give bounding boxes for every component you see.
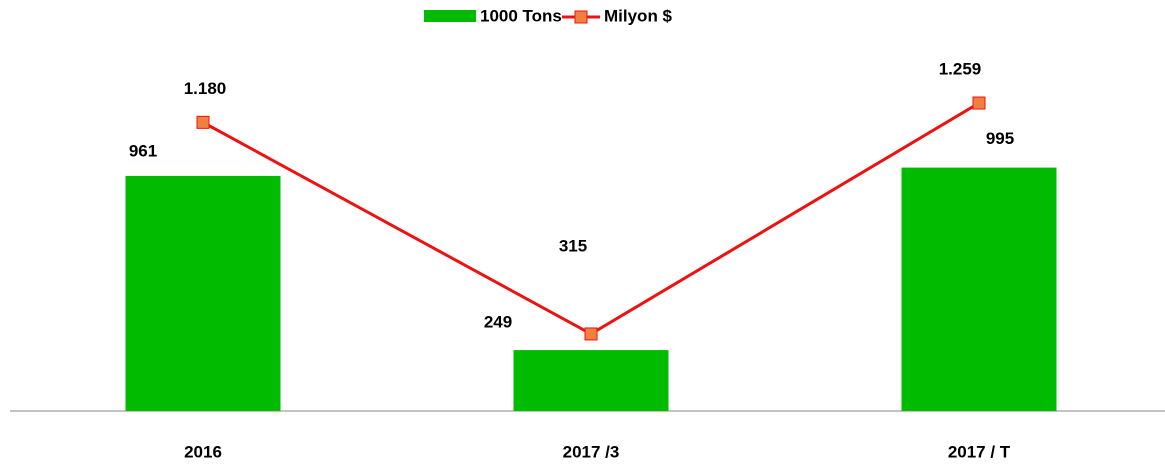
marker xyxy=(972,96,986,110)
bar xyxy=(513,350,669,411)
data-label: 315 xyxy=(559,236,587,255)
legend-swatch xyxy=(424,10,476,22)
data-label: 1.180 xyxy=(184,79,227,98)
data-label: 961 xyxy=(129,141,157,160)
marker xyxy=(196,115,210,129)
bar xyxy=(901,167,1057,411)
x-tick-label: 2017 / T xyxy=(948,442,1011,461)
x-tick-label: 2017 /3 xyxy=(563,442,620,461)
data-label: 249 xyxy=(484,313,512,332)
legend-label: 1000 Tons xyxy=(480,6,562,25)
legend-marker xyxy=(574,10,588,24)
marker xyxy=(584,327,598,341)
bar xyxy=(125,175,281,411)
x-tick-label: 2016 xyxy=(184,442,222,461)
data-label: 995 xyxy=(986,129,1014,148)
line xyxy=(202,101,980,336)
legend-label: Milyon $ xyxy=(604,6,673,25)
data-label: 1.259 xyxy=(939,60,982,79)
